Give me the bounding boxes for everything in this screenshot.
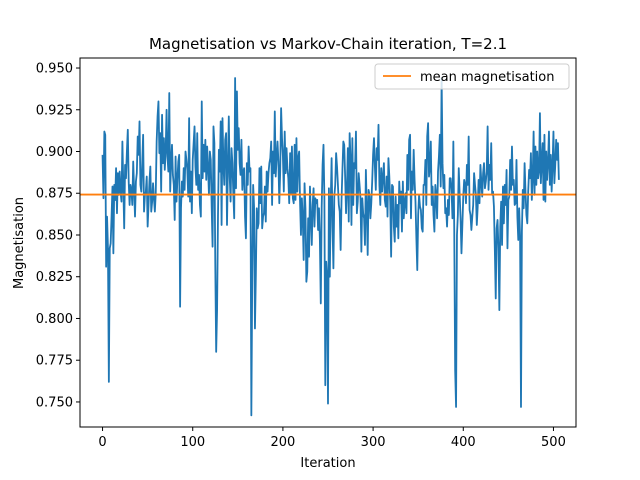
y-tick-label: 0.925 (36, 103, 73, 118)
y-tick-label: 0.825 (36, 270, 73, 285)
x-tick-label: 200 (270, 435, 295, 450)
y-tick-label: 0.950 (36, 62, 73, 77)
y-tick-label: 0.775 (36, 354, 73, 369)
legend-label: mean magnetisation (420, 70, 554, 85)
plot-frame (79, 57, 577, 428)
x-tick-label: 400 (451, 435, 476, 450)
x-tick-label: 100 (180, 435, 205, 450)
legend-box (374, 63, 570, 90)
y-tick-label: 0.875 (36, 187, 73, 202)
y-tick-label: 0.850 (36, 228, 73, 243)
x-tick-label: 0 (98, 435, 106, 450)
x-axis-title: Iteration (300, 456, 355, 471)
x-tick-label: 300 (361, 435, 386, 450)
legend: mean magnetisation (374, 63, 570, 90)
y-tick-label: 0.900 (36, 145, 73, 160)
y-tick-label: 0.800 (36, 312, 73, 327)
chart-title: Magnetisation vs Markov-Chain iteration,… (149, 35, 507, 53)
x-tick-label: 500 (541, 435, 566, 450)
y-tick-label: 0.750 (36, 395, 73, 410)
magnetisation-line (101, 77, 560, 417)
y-axis-title: Magnetisation (12, 197, 27, 289)
